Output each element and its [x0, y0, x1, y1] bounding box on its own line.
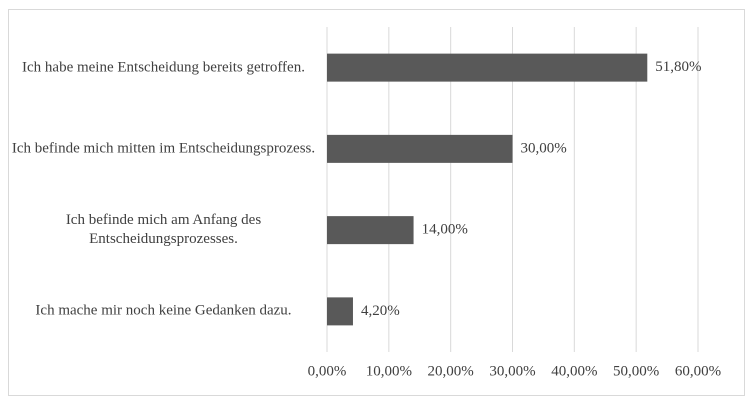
x-tick-label: 60,00%	[675, 363, 721, 379]
chart-border	[8, 9, 745, 396]
x-tick-label: 30,00%	[489, 363, 535, 379]
bar	[327, 134, 513, 163]
bar	[327, 216, 414, 245]
y-tick-label: Ich habe meine Entscheidung bereits getr…	[22, 59, 305, 76]
value-label: 14,00%	[422, 222, 468, 238]
value-label: 30,00%	[521, 140, 567, 156]
y-tick-label: Ich mache mir noch keine Gedanken dazu.	[35, 302, 292, 319]
value-label: 51,80%	[655, 59, 701, 75]
bar	[327, 297, 353, 326]
x-tick-label: 10,00%	[366, 363, 412, 379]
x-tick-label: 40,00%	[551, 363, 597, 379]
y-tick-label: Ich befinde mich am Anfang des Entscheid…	[65, 212, 262, 248]
bar	[327, 53, 648, 82]
x-tick-label: 0,00%	[308, 363, 347, 379]
y-tick-label: Ich befinde mich mitten im Entscheidungs…	[11, 140, 316, 157]
value-label: 4,20%	[361, 303, 400, 319]
x-tick-label: 50,00%	[613, 363, 659, 379]
x-tick-label: 20,00%	[428, 363, 474, 379]
